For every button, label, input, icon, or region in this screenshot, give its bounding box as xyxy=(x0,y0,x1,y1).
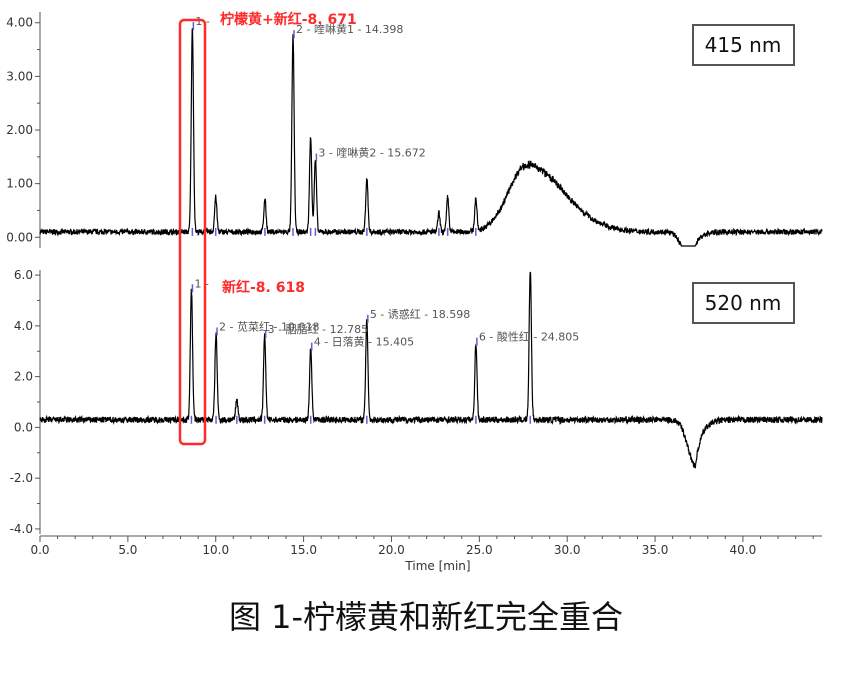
chromatogram-520nm: -4.0 -2.0 0.0 2.0 4.0 6.0 1 - 2 - 苋菜红 - 10.0183… xyxy=(10,268,823,536)
x-tick-label-2: 10.0 xyxy=(202,543,229,557)
wavelength-box-415 xyxy=(692,24,795,66)
chromatogram-figure: 0.00 1.00 2.00 3.00 4.00 1 - 2 - 喹啉黄1 - 14.398… xyxy=(6,11,823,573)
y-tick-label-0-3: 3.00 xyxy=(6,69,33,83)
x-tick-label-0: 0.0 xyxy=(30,543,49,557)
highlight-label-520: 新红-8. 618 xyxy=(222,279,305,296)
figure-caption: 图 1-柠檬黄和新红完全重合 xyxy=(228,598,624,636)
peak-label-1-0: 1 - xyxy=(194,277,208,290)
y-tick-label-1-1: -2.0 xyxy=(10,471,33,485)
wavelength-label-415: 415 nm xyxy=(705,33,782,57)
wavelength-label-520: 520 nm xyxy=(705,291,782,315)
x-axis: 0.0 5.0 10.0 15.0 20.0 25.0 30.0 35.0 40.0 xyxy=(30,535,822,557)
peak-label-0-2: 3 - 喹啉黄2 - 15.672 xyxy=(318,146,425,160)
x-tick-label-5: 25.0 xyxy=(466,543,493,557)
trace-0 xyxy=(39,28,823,247)
peak-label-1-3: 4 - 日落黄 - 15.405 xyxy=(314,335,414,349)
peak-label-1-2: 3 - 胭脂红 - 12.785 xyxy=(268,322,368,336)
y-tick-label-1-2: 0.0 xyxy=(14,420,33,434)
x-tick-label-1: 5.0 xyxy=(118,543,137,557)
trace-1 xyxy=(39,271,823,469)
x-tick-label-8: 40.0 xyxy=(730,543,757,557)
y-tick-label-1-4: 4.0 xyxy=(14,319,33,333)
y-tick-label-1-0: -4.0 xyxy=(10,522,33,536)
y-tick-label-0-0: 0.00 xyxy=(6,230,33,244)
x-tick-label-3: 15.0 xyxy=(290,543,317,557)
y-tick-label-0-2: 2.00 xyxy=(6,123,33,137)
x-tick-label-6: 30.0 xyxy=(554,543,581,557)
highlight-label-415: 柠檬黄+新红-8. 671 xyxy=(220,11,357,28)
x-tick-label-4: 20.0 xyxy=(378,543,405,557)
y-tick-label-0-4: 4.00 xyxy=(6,16,33,30)
peak-label-1-1: 2 - 苋菜红 - 10.018 xyxy=(219,320,319,333)
x-tick-label-7: 35.0 xyxy=(642,543,669,557)
peak-label-0-1: 2 - 喹啉黄1 - 14.398 xyxy=(296,22,403,36)
wavelength-box-520 xyxy=(692,282,795,324)
x-axis-title: Time [min] xyxy=(404,559,470,573)
y-tick-label-1-3: 2.0 xyxy=(14,370,33,384)
peak-label-1-5: 6 - 酸性红 - 24.805 xyxy=(479,330,579,344)
peak-label-1-4: 5 - 诱惑红 - 18.598 xyxy=(370,307,470,321)
y-tick-label-1-5: 6.0 xyxy=(14,268,33,282)
y-tick-label-0-1: 1.00 xyxy=(6,177,33,191)
highlight-box xyxy=(178,18,207,446)
